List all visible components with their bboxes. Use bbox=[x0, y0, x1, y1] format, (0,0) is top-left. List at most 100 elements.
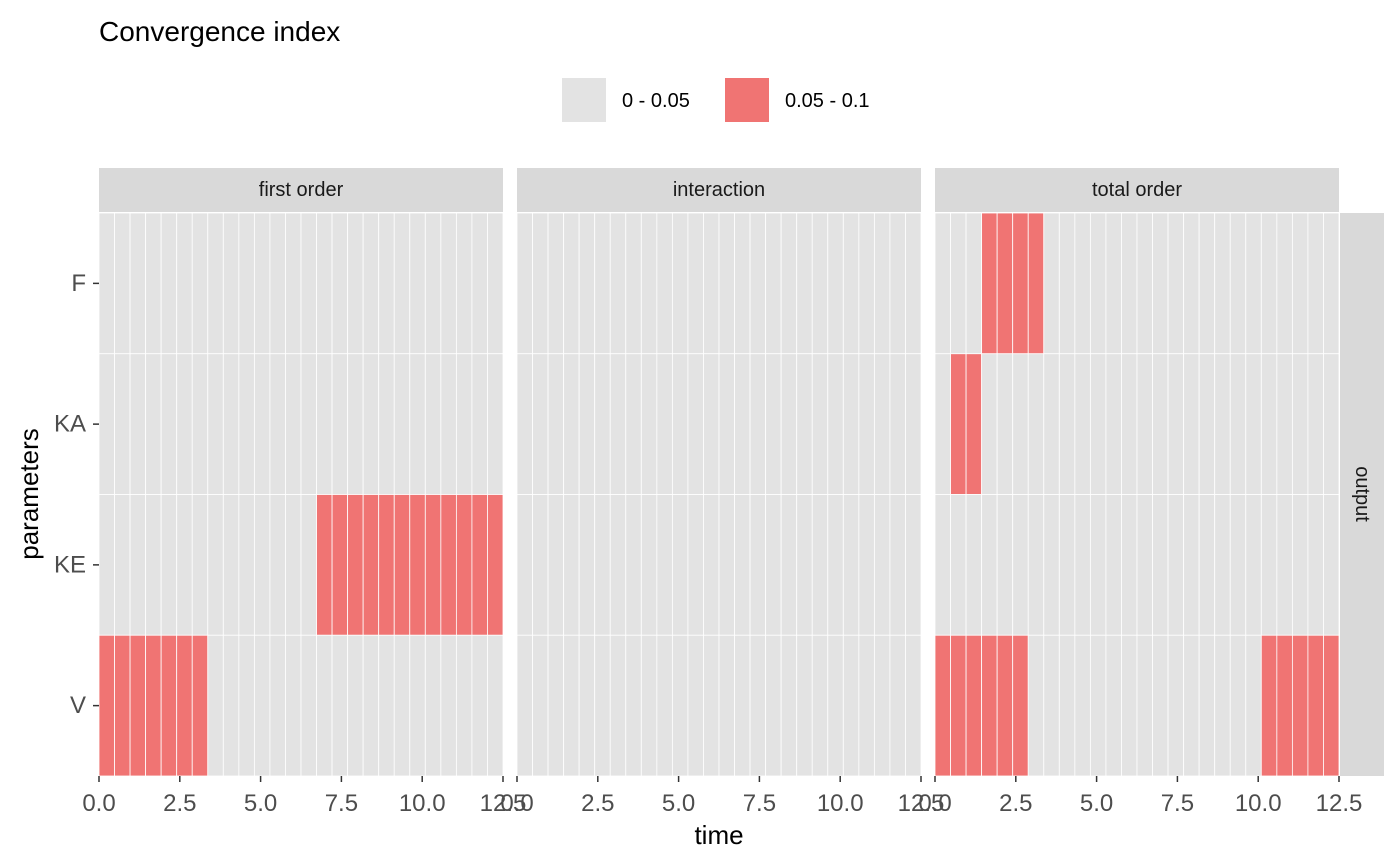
heatmap-cell-2-KE-8 bbox=[1058, 494, 1076, 636]
heatmap-cell-2-KA-6 bbox=[1027, 353, 1045, 495]
heatmap-cell-2-V-9 bbox=[1074, 634, 1091, 777]
heatmap-cell-1-KA-7 bbox=[625, 353, 642, 495]
heatmap-cell-1-F-12 bbox=[703, 212, 720, 355]
heatmap-cell-0-KA-6 bbox=[191, 353, 209, 495]
heatmap-cell-2-KE-4 bbox=[996, 494, 1014, 636]
heatmap-cell-2-V-11 bbox=[1105, 634, 1122, 777]
heatmap-cell-1-KE-20 bbox=[827, 494, 844, 636]
heatmap-cell-2-KA-23 bbox=[1291, 353, 1309, 495]
heatmap-cell-1-V-7 bbox=[625, 634, 642, 777]
heatmap-cell-2-F-21 bbox=[1260, 212, 1278, 355]
heatmap-cell-2-KE-5 bbox=[1012, 494, 1029, 636]
heatmap-cell-1-F-3 bbox=[563, 212, 580, 355]
heatmap-cell-1-F-7 bbox=[625, 212, 642, 355]
heatmap-cell-0-F-9 bbox=[238, 212, 255, 355]
heatmap-cell-0-F-10 bbox=[253, 212, 271, 355]
heatmap-cell-1-V-25 bbox=[905, 634, 922, 777]
heatmap-cell-1-KA-3 bbox=[563, 353, 580, 495]
heatmap-cell-2-F-20 bbox=[1245, 212, 1262, 355]
heatmap-cell-1-KE-10 bbox=[671, 494, 689, 636]
x-tick-label-2-5: 12.5 bbox=[1316, 790, 1363, 817]
heatmap-cell-2-KA-3 bbox=[981, 353, 998, 495]
heatmap-cell-1-KA-10 bbox=[671, 353, 689, 495]
heatmap-cell-1-KA-17 bbox=[780, 353, 798, 495]
heatmap-cell-2-F-8 bbox=[1058, 212, 1076, 355]
heatmap-cell-0-KA-2 bbox=[129, 353, 147, 495]
y-axis-title: parameters bbox=[14, 428, 44, 560]
heatmap-cell-2-F-23 bbox=[1291, 212, 1309, 355]
heatmap-cell-0-KA-5 bbox=[176, 353, 193, 495]
heatmap-cell-2-V-6 bbox=[1027, 634, 1045, 777]
heatmap-cell-0-V-5 bbox=[176, 634, 193, 777]
x-tick-label-0-1: 2.5 bbox=[163, 790, 196, 817]
heatmap-cell-1-F-4 bbox=[578, 212, 596, 355]
heatmap-cell-0-KE-1 bbox=[114, 494, 131, 636]
heatmap-cell-0-V-6 bbox=[191, 634, 209, 777]
x-tick-label-1-1: 2.5 bbox=[581, 790, 614, 817]
heatmap-cell-1-V-9 bbox=[656, 634, 673, 777]
heatmap-cell-0-F-19 bbox=[393, 212, 411, 355]
heatmap-cell-2-F-17 bbox=[1198, 212, 1216, 355]
heatmap-cell-1-KE-1 bbox=[532, 494, 549, 636]
heatmap-cell-0-KE-4 bbox=[160, 494, 178, 636]
heatmap-cell-0-KA-7 bbox=[207, 353, 224, 495]
heatmap-cell-1-V-3 bbox=[563, 634, 580, 777]
heatmap-cell-2-KE-21 bbox=[1260, 494, 1278, 636]
heatmap-cell-2-F-11 bbox=[1105, 212, 1122, 355]
heatmap-cell-1-KE-5 bbox=[594, 494, 611, 636]
x-tick-label-2-3: 7.5 bbox=[1161, 790, 1194, 817]
heatmap-cell-1-KE-11 bbox=[687, 494, 704, 636]
heatmap-cell-2-V-7 bbox=[1043, 634, 1060, 777]
heatmap-cell-0-V-8 bbox=[222, 634, 240, 777]
heatmap-cell-2-F-13 bbox=[1136, 212, 1153, 355]
heatmap-cell-2-KE-18 bbox=[1214, 494, 1231, 636]
x-axes: 0.0 2.5 5.0 7.5 10.0 12.50.0 2.5 5.0 7.5 10.0 12.5… bbox=[82, 776, 1362, 817]
x-axis-title: time bbox=[694, 820, 743, 850]
facet-strip-label-1: interaction bbox=[673, 179, 765, 201]
heatmap-cell-1-KE-22 bbox=[858, 494, 875, 636]
heatmap-cell-2-V-4 bbox=[996, 634, 1014, 777]
heatmap-cell-2-F-1 bbox=[950, 212, 967, 355]
heatmap-cell-2-KA-19 bbox=[1229, 353, 1247, 495]
heatmap-cell-2-V-20 bbox=[1245, 634, 1262, 777]
heatmap-cell-1-KE-25 bbox=[905, 494, 922, 636]
heatmap-cell-1-F-16 bbox=[765, 212, 782, 355]
heatmap-cell-0-KA-13 bbox=[300, 353, 317, 495]
heatmap-cell-2-KE-14 bbox=[1152, 494, 1169, 636]
heatmap-cell-0-V-25 bbox=[487, 634, 504, 777]
heatmap-cell-0-V-22 bbox=[440, 634, 457, 777]
heatmap-cell-0-V-9 bbox=[238, 634, 255, 777]
legend-key-1 bbox=[725, 78, 769, 122]
heatmap-cell-2-KA-9 bbox=[1074, 353, 1091, 495]
heatmap-cell-2-KA-20 bbox=[1245, 353, 1262, 495]
heatmap-cell-0-V-11 bbox=[269, 634, 286, 777]
x-tick-label-1-0: 0.0 bbox=[500, 790, 533, 817]
heatmap-cell-0-V-17 bbox=[362, 634, 380, 777]
heatmap-cell-0-V-12 bbox=[285, 634, 302, 777]
heatmap-cell-0-F-12 bbox=[285, 212, 302, 355]
heatmap-cell-1-F-21 bbox=[842, 212, 860, 355]
heatmap-cell-2-F-10 bbox=[1089, 212, 1107, 355]
heatmap-cell-1-KE-15 bbox=[749, 494, 767, 636]
heatmap-cell-0-F-11 bbox=[269, 212, 286, 355]
heatmap-cell-2-KA-1 bbox=[950, 353, 967, 495]
heatmap-cell-1-KE-16 bbox=[765, 494, 782, 636]
heatmap-cell-0-KE-12 bbox=[285, 494, 302, 636]
heatmap-cell-1-KE-18 bbox=[796, 494, 813, 636]
heatmap-cell-2-KA-5 bbox=[1012, 353, 1029, 495]
heatmap-cell-1-V-21 bbox=[842, 634, 860, 777]
heatmap-cell-2-V-10 bbox=[1089, 634, 1107, 777]
heatmap-cell-0-V-16 bbox=[347, 634, 364, 777]
heatmap-cell-1-KA-12 bbox=[703, 353, 720, 495]
heatmap-cell-0-V-2 bbox=[129, 634, 147, 777]
panel-0: first order bbox=[98, 168, 504, 777]
x-tick-label-1-5: 12.5 bbox=[898, 790, 945, 817]
heatmap-cell-2-V-1 bbox=[950, 634, 967, 777]
heatmap-cell-1-V-8 bbox=[640, 634, 658, 777]
heatmap-cell-2-KA-24 bbox=[1307, 353, 1324, 495]
heatmap-cell-1-KA-22 bbox=[858, 353, 875, 495]
heatmap-cell-2-F-4 bbox=[996, 212, 1014, 355]
heatmap-cell-0-KE-7 bbox=[207, 494, 224, 636]
heatmap-cell-0-KE-11 bbox=[269, 494, 286, 636]
heatmap-cell-0-F-8 bbox=[222, 212, 240, 355]
